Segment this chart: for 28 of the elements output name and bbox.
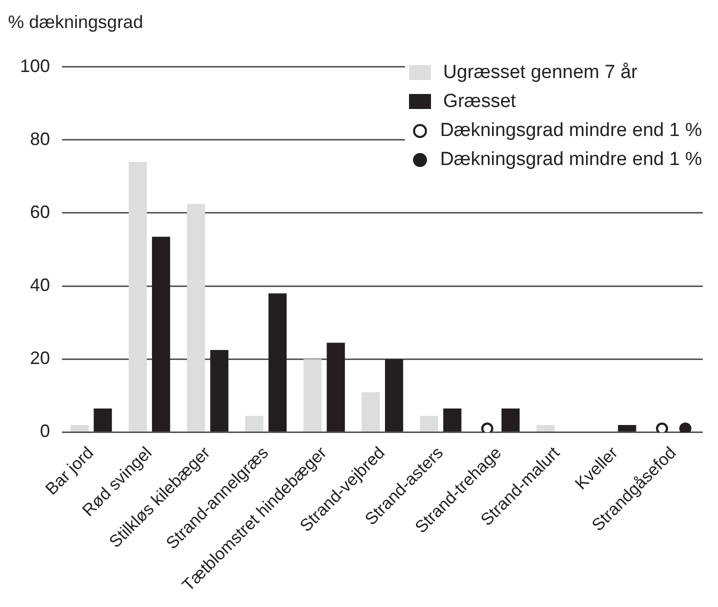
y-axis-title: % dækningsgrad bbox=[8, 12, 144, 33]
bar bbox=[303, 359, 322, 432]
bar bbox=[94, 408, 112, 432]
bar bbox=[362, 392, 380, 432]
legend-label: Ugræsset gennem 7 år bbox=[443, 61, 638, 85]
y-tick-label: 20 bbox=[30, 348, 50, 368]
legend-label: Dækningsgrad mindre end 1 % bbox=[440, 119, 702, 143]
bar bbox=[536, 424, 555, 432]
y-tick-label: 80 bbox=[30, 128, 50, 149]
y-tick-label: 0 bbox=[40, 421, 50, 442]
bar bbox=[326, 342, 345, 432]
bar bbox=[501, 408, 520, 432]
bar bbox=[384, 359, 404, 432]
bar bbox=[420, 416, 438, 432]
bar bbox=[443, 408, 462, 432]
legend-label: Dækningsgrad mindre end 1 % bbox=[440, 148, 702, 172]
y-tick-label: 40 bbox=[30, 275, 50, 296]
bar bbox=[152, 236, 170, 432]
y-tick-label: 100 bbox=[20, 56, 50, 76]
bar bbox=[245, 416, 264, 432]
bar bbox=[128, 162, 147, 432]
bar bbox=[70, 424, 89, 432]
bar bbox=[618, 424, 636, 432]
bar bbox=[210, 350, 228, 432]
bar bbox=[186, 204, 206, 432]
legend-label: Græsset bbox=[443, 90, 516, 114]
bar bbox=[268, 293, 287, 432]
y-tick-label: 60 bbox=[30, 202, 50, 222]
